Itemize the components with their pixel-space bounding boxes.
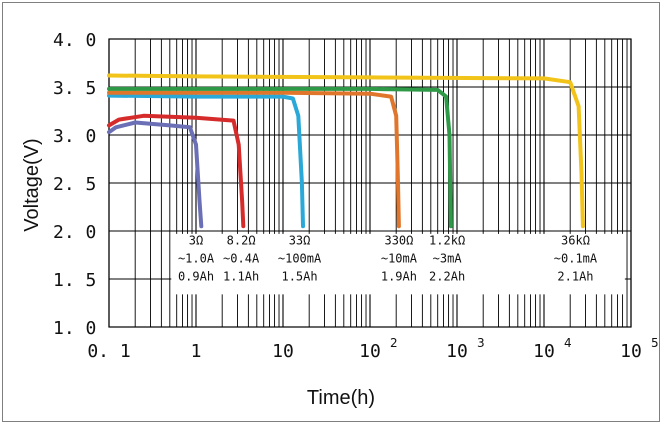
annotation-text: 3Ω bbox=[189, 233, 203, 247]
annotation-text: 8.2Ω bbox=[227, 233, 256, 247]
x-tick-exponent: 4 bbox=[564, 336, 572, 350]
annotation-text: 1.2kΩ bbox=[429, 233, 465, 247]
y-axis-title: Voltage(V) bbox=[21, 138, 43, 231]
series-line-330Ω bbox=[107, 90, 401, 229]
x-tick-label: 0. 1 bbox=[87, 341, 130, 362]
x-tick-labels: 0. 1 1 10 10 2 10 3 10 4 10 5 bbox=[87, 336, 658, 362]
x-tick-label: 10 bbox=[272, 341, 294, 362]
series-line-33Ω bbox=[107, 93, 305, 229]
annotation-text: 2.1Ah bbox=[557, 269, 593, 283]
annotation-text: 1.1Ah bbox=[223, 269, 259, 283]
series-line-3Ω bbox=[107, 120, 204, 229]
annotation-text: 2.2Ah bbox=[429, 269, 465, 283]
annotation-panel bbox=[171, 233, 625, 295]
x-tick-exponent: 2 bbox=[390, 336, 398, 350]
x-tick-label: 10 bbox=[533, 341, 555, 362]
series-line-36kΩ bbox=[107, 73, 585, 229]
x-tick-label: 10 bbox=[359, 341, 381, 362]
plot-border bbox=[108, 38, 632, 328]
y-tick-label: 1. 5 bbox=[53, 270, 96, 291]
x-tick-label: 10 bbox=[620, 341, 642, 362]
y-tick-label: 2. 5 bbox=[53, 174, 96, 195]
x-tick-label: 10 bbox=[446, 341, 468, 362]
annotation-text: 330Ω bbox=[384, 233, 413, 247]
y-tick-label: 4. 0 bbox=[53, 30, 96, 51]
series-lines bbox=[107, 73, 585, 229]
chart-frame: 3Ω ~1.0A 0.9Ah 8.2Ω ~0.4A 1.1Ah 33Ω ~100mA 1.5Ah… bbox=[2, 2, 660, 422]
annotation-text: 36kΩ bbox=[561, 233, 590, 247]
y-tick-label: 3. 5 bbox=[53, 78, 96, 99]
annotation-text: ~10mA bbox=[381, 251, 418, 265]
y-tick-labels: 4. 0 3. 5 3. 0 2. 5 2. 0 1. 5 1. 0 bbox=[53, 30, 96, 339]
x-tick-exponent: 3 bbox=[477, 336, 485, 350]
annotation-text: 1.5Ah bbox=[281, 269, 317, 283]
annotation-text: 0.9Ah bbox=[178, 269, 214, 283]
annotation-text: 33Ω bbox=[289, 233, 311, 247]
annotation-text: ~3mA bbox=[433, 251, 463, 265]
x-tick-exponent: 5 bbox=[651, 336, 659, 350]
y-tick-label: 2. 0 bbox=[53, 222, 96, 243]
series-line-8.2Ω bbox=[107, 113, 246, 229]
annotation-text: ~0.1mA bbox=[554, 251, 598, 265]
y-tick-label: 3. 0 bbox=[53, 126, 96, 147]
annotation-text: ~1.0A bbox=[178, 251, 215, 265]
annotation-text: ~100mA bbox=[278, 251, 322, 265]
x-tick-label: 1 bbox=[191, 341, 202, 362]
y-tick-label: 1. 0 bbox=[53, 318, 96, 339]
annotation-text: ~0.4A bbox=[223, 251, 260, 265]
x-axis-title: Time(h) bbox=[307, 387, 375, 409]
series-line-1.2kΩ bbox=[107, 86, 453, 229]
annotations: 3Ω ~1.0A 0.9Ah 8.2Ω ~0.4A 1.1Ah 33Ω ~100mA 1.5Ah… bbox=[171, 233, 625, 295]
discharge-chart: 3Ω ~1.0A 0.9Ah 8.2Ω ~0.4A 1.1Ah 33Ω ~100mA 1.5Ah… bbox=[21, 30, 659, 409]
annotation-text: 1.9Ah bbox=[381, 269, 417, 283]
